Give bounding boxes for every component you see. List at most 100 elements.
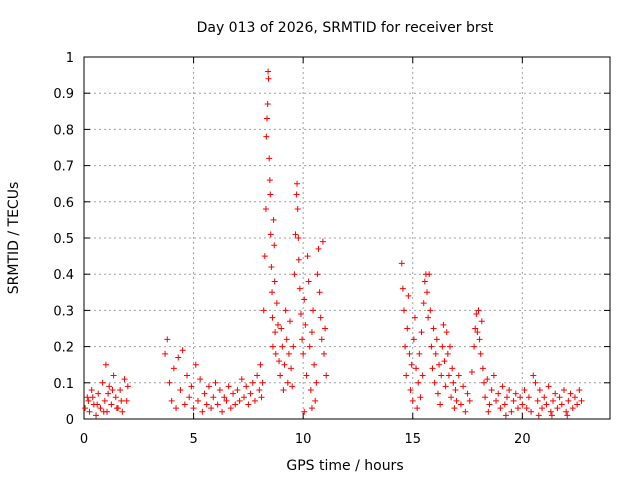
- data-point: [308, 329, 315, 336]
- data-point: [282, 307, 289, 314]
- data-point: [431, 379, 438, 386]
- data-point: [471, 343, 478, 350]
- data-point: [293, 191, 300, 198]
- data-point: [173, 405, 180, 412]
- data-point: [219, 408, 226, 415]
- data-point: [510, 397, 517, 404]
- data-point: [449, 365, 456, 372]
- data-point: [578, 397, 585, 404]
- data-point: [221, 394, 228, 401]
- data-point: [525, 394, 532, 401]
- data-point: [97, 405, 104, 412]
- data-point: [258, 394, 265, 401]
- data-point: [281, 361, 288, 368]
- data-point: [264, 101, 271, 108]
- data-point: [294, 206, 301, 213]
- data-point: [448, 394, 455, 401]
- data-point: [319, 238, 326, 245]
- data-point: [497, 405, 504, 412]
- data-point: [306, 343, 313, 350]
- data-point: [199, 408, 206, 415]
- data-point: [429, 365, 436, 372]
- data-point: [273, 300, 280, 307]
- y-tick-label: 0.4: [53, 268, 74, 283]
- data-point: [443, 329, 450, 336]
- data-point: [94, 401, 101, 408]
- data-point: [123, 397, 130, 404]
- data-point: [225, 383, 232, 390]
- data-point: [543, 401, 550, 408]
- data-point: [214, 401, 221, 408]
- data-point: [403, 372, 410, 379]
- data-point: [574, 401, 581, 408]
- data-point: [312, 397, 319, 404]
- data-point: [415, 379, 422, 386]
- data-point: [495, 390, 502, 397]
- data-point: [290, 343, 297, 350]
- data-point: [175, 354, 182, 361]
- data-point: [292, 231, 299, 238]
- data-point: [186, 394, 193, 401]
- data-point: [181, 401, 188, 408]
- data-point: [305, 278, 312, 285]
- data-point: [192, 361, 199, 368]
- data-point: [474, 329, 481, 336]
- data-point: [460, 383, 467, 390]
- data-point: [558, 401, 565, 408]
- data-point: [102, 361, 109, 368]
- data-point: [455, 372, 462, 379]
- x-axis-title: GPS time / hours: [286, 458, 403, 474]
- x-tick-label: 15: [404, 432, 421, 447]
- data-point: [451, 405, 458, 412]
- data-point: [188, 383, 195, 390]
- y-tick-label: 0: [66, 413, 74, 428]
- data-point: [295, 235, 302, 241]
- data-point: [418, 329, 425, 336]
- data-point: [99, 379, 106, 386]
- data-point: [490, 372, 497, 379]
- data-point: [444, 350, 451, 357]
- data-point: [466, 397, 473, 404]
- data-point: [166, 379, 173, 386]
- data-point: [84, 394, 91, 401]
- data-point: [263, 133, 270, 140]
- data-point: [301, 296, 308, 303]
- data-point: [300, 350, 307, 357]
- data-point: [272, 350, 279, 357]
- data-point: [408, 361, 415, 368]
- data-point: [480, 379, 487, 386]
- data-point: [201, 390, 208, 397]
- data-point: [259, 379, 266, 386]
- data-point: [485, 408, 492, 415]
- data-point: [521, 387, 528, 394]
- data-point: [279, 343, 286, 350]
- data-point: [302, 321, 309, 328]
- data-point: [411, 314, 418, 321]
- data-point: [208, 405, 215, 412]
- data-point: [124, 383, 131, 390]
- data-point: [101, 397, 108, 404]
- data-point: [291, 271, 298, 278]
- data-point: [295, 256, 302, 263]
- data-point: [240, 394, 247, 401]
- data-point: [310, 307, 317, 314]
- data-point: [406, 350, 413, 357]
- data-point: [82, 405, 89, 412]
- y-axis-title: SRMTID / TECUs: [6, 182, 22, 295]
- data-point: [277, 372, 284, 379]
- x-tick-label: 0: [80, 432, 88, 447]
- data-point: [425, 314, 432, 321]
- data-point: [567, 390, 574, 397]
- data-point: [512, 390, 519, 397]
- y-tick-labels: 0 0.1 0.2 0.3 0.4 0.5 0.6 0.7 0.8 0.9 1: [53, 51, 74, 428]
- data-point: [283, 336, 290, 343]
- data-point: [438, 372, 445, 379]
- data-point: [440, 321, 447, 328]
- data-point: [106, 383, 113, 390]
- data-point: [297, 311, 304, 318]
- data-point: [541, 394, 548, 401]
- y-tick-label: 0.8: [53, 123, 74, 138]
- data-point: [571, 394, 578, 401]
- data-point: [528, 408, 535, 415]
- data-point: [265, 68, 272, 75]
